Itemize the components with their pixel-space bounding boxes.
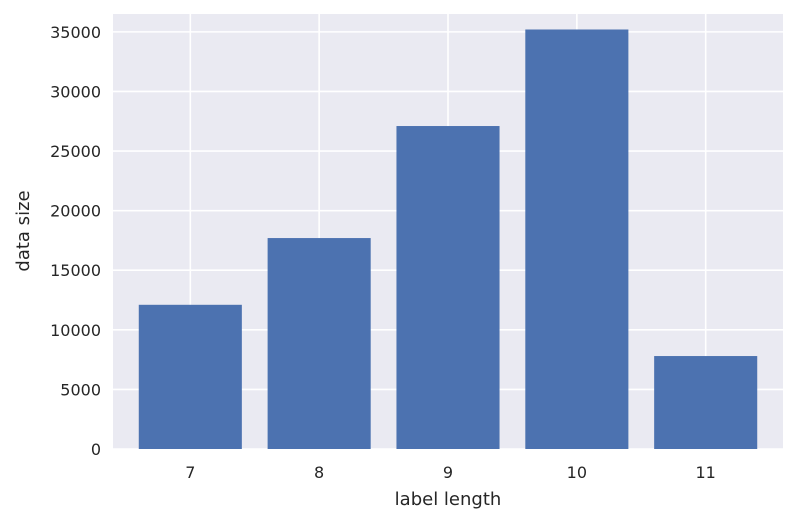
bar-11 (654, 356, 758, 449)
y-tick-label: 35000 (50, 23, 101, 42)
bar-7 (138, 304, 242, 449)
x-tick-label: 7 (185, 463, 195, 482)
y-tick-label: 30000 (50, 82, 101, 101)
y-tick-label: 25000 (50, 142, 101, 161)
y-tick-label: 20000 (50, 202, 101, 221)
x-tick-label: 11 (696, 463, 716, 482)
bar-9 (396, 126, 500, 449)
x-tick-label: 9 (443, 463, 453, 482)
x-tick-label: 10 (567, 463, 587, 482)
bars (138, 29, 758, 449)
y-tick-labels: 0 5000 10000 15000 20000 25000 30000 35000 (50, 23, 101, 459)
bar-8 (267, 238, 371, 449)
x-tick-labels: 7 8 9 10 11 (185, 463, 716, 482)
x-axis-title: label length (395, 489, 502, 510)
y-tick-label: 0 (91, 440, 101, 459)
bar-10 (525, 29, 629, 449)
y-tick-label: 10000 (50, 321, 101, 340)
y-tick-label: 5000 (60, 380, 101, 399)
y-axis-title: data size (13, 190, 34, 271)
x-tick-label: 8 (314, 463, 324, 482)
y-tick-label: 15000 (50, 261, 101, 280)
